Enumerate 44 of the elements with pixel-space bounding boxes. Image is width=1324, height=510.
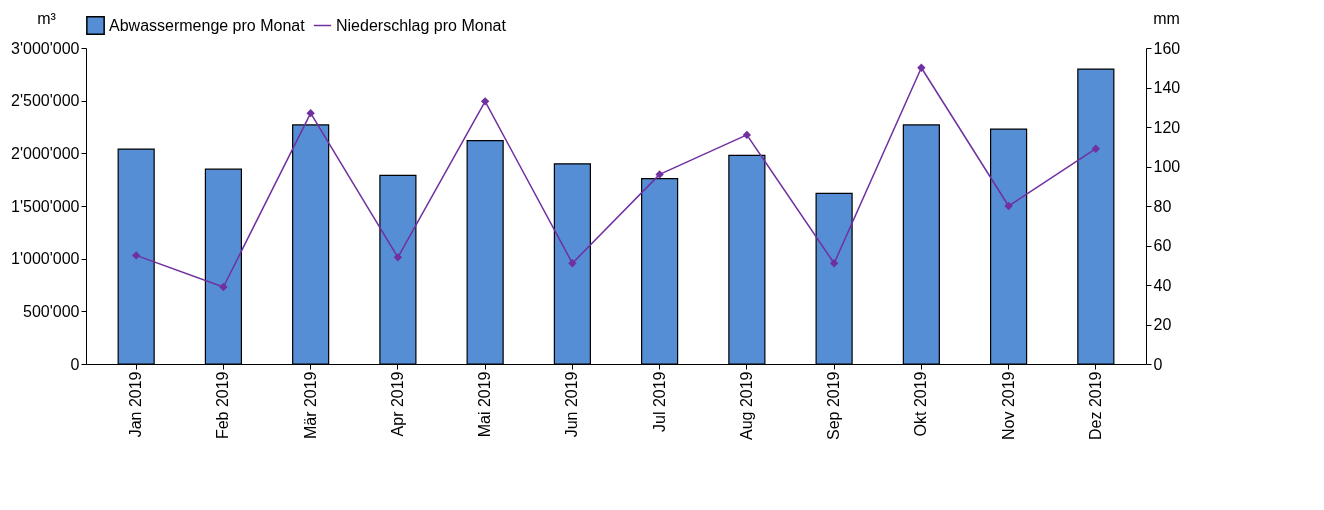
y-tick-label: 1'000'000 <box>11 250 80 268</box>
x-tick-label: Aug 2019 <box>737 371 755 441</box>
x-tick-label: Dez 2019 <box>1086 371 1104 440</box>
x-tick-label: Mär 2019 <box>301 371 319 440</box>
point <box>1091 144 1101 153</box>
point <box>655 170 664 179</box>
point <box>917 63 926 72</box>
x-tick-label: Jan 2019 <box>127 371 145 438</box>
y2-tick-label: 140 <box>1153 79 1181 96</box>
point <box>480 97 490 106</box>
legend-label: Abwassermenge pro Monat <box>109 16 306 34</box>
point <box>1004 201 1013 211</box>
y-tick-label: 0 <box>70 355 80 373</box>
x-tick-label: Mai 2019 <box>476 371 494 438</box>
x-tick-label: Jun 2019 <box>563 371 581 438</box>
y-axis-title: m³ <box>37 9 57 27</box>
x-tick-label: Apr 2019 <box>388 371 406 437</box>
y2-tick-label: 40 <box>1153 276 1172 294</box>
y-tick-label: 2'000'000 <box>11 144 80 162</box>
point <box>393 253 403 262</box>
y2-axis-title: mm <box>1153 9 1180 27</box>
point <box>131 251 141 260</box>
y-tick-label: 1'500'000 <box>11 197 80 215</box>
x-tick-label: Feb 2019 <box>214 371 232 440</box>
y2-tick-label: 100 <box>1153 158 1181 175</box>
y2-tick-label: 160 <box>1153 39 1181 57</box>
legend-label: Niederschlag pro Monat <box>336 16 507 34</box>
point <box>306 108 315 118</box>
y2-tick-label: 80 <box>1153 197 1172 215</box>
x-tick-label: Sep 2019 <box>825 371 843 441</box>
point <box>568 259 577 268</box>
point <box>219 282 228 292</box>
x-tick-label: Jul 2019 <box>650 371 668 432</box>
y2-tick-label: 0 <box>1153 355 1163 373</box>
x-tick-label: Nov 2019 <box>999 371 1017 440</box>
y-tick-label: 500'000 <box>23 302 80 320</box>
x-tick-label: Okt 2019 <box>912 371 930 437</box>
y2-tick-label: 20 <box>1153 316 1172 333</box>
y-tick-label: 2'500'000 <box>11 92 80 110</box>
y-tick-label: 3'000'000 <box>11 39 80 57</box>
point <box>829 259 839 268</box>
y2-tick-label: 60 <box>1153 237 1172 254</box>
y2-tick-label: 120 <box>1153 118 1181 136</box>
point <box>742 130 752 140</box>
